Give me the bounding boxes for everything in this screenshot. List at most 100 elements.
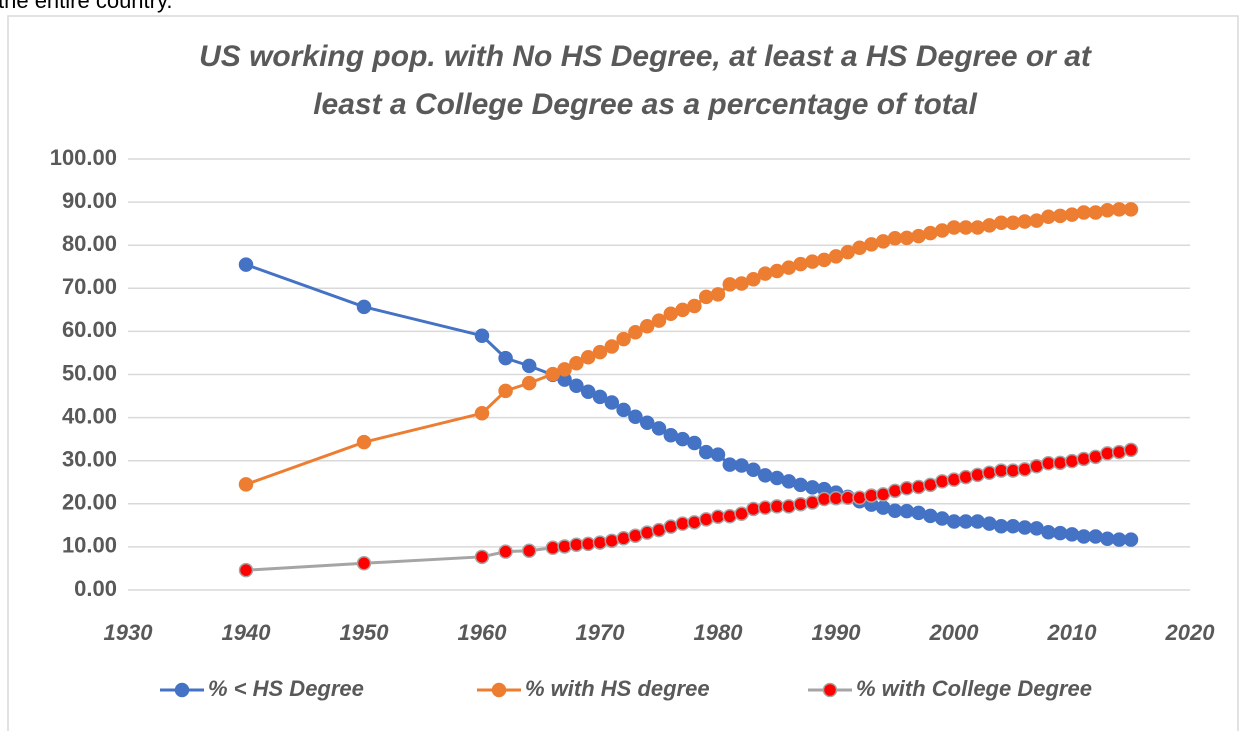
data-point [1088,205,1103,220]
data-point [1123,532,1139,547]
data-point [687,515,702,530]
y-tick-label: 50.00 [62,360,117,385]
legend-label: % < HS Degree [208,676,364,701]
legend-marker [822,682,838,698]
legend-marker [491,682,507,698]
data-point [356,299,372,315]
data-point [757,266,773,281]
data-point [864,488,879,503]
data-point [1052,208,1068,224]
data-point [628,409,643,424]
data-point [887,503,903,518]
data-point [911,479,926,495]
data-point [569,537,584,552]
data-point [958,469,974,485]
data-point [616,331,631,347]
data-point [651,522,667,538]
data-point [757,468,773,483]
data-point [687,298,702,314]
data-point [734,506,749,521]
data-point [970,514,985,529]
data-point [663,428,679,443]
data-point [569,378,584,393]
data-point [474,328,490,343]
data-point [899,503,915,519]
data-point [1111,444,1127,460]
data-point [899,230,915,246]
data-point [698,512,714,527]
data-point [628,528,643,543]
data-point [498,383,513,399]
data-point [1029,521,1044,536]
data-point [651,313,667,328]
y-tick-label: 90.00 [62,188,117,213]
data-point [604,533,620,549]
data-point [356,434,372,450]
data-point [474,406,490,421]
context-text: the entire country. [0,0,172,13]
data-point [946,472,962,487]
data-point [639,415,655,431]
x-tick-label: 1990 [812,620,862,645]
data-point [1076,451,1092,467]
data-point [864,237,879,252]
data-point [793,496,808,512]
data-point [1029,459,1044,474]
data-point [722,509,738,524]
data-point [545,540,561,556]
data-point [840,244,856,260]
data-point [875,234,891,249]
data-point [934,223,950,238]
data-point [887,483,903,499]
chart-title: US working pop. with No HS Degree, at le… [199,40,1093,73]
data-point [356,556,372,571]
y-tick-label: 30.00 [62,447,117,472]
x-tick-label: 1930 [104,620,154,645]
data-point [616,402,631,418]
data-point [734,276,749,291]
data-point [970,220,985,235]
data-point [521,375,537,391]
y-tick-label: 80.00 [62,231,117,256]
data-point [982,218,997,233]
data-point [710,509,726,524]
data-point [923,477,938,493]
data-point [852,240,867,256]
y-tick-label: 70.00 [62,274,117,299]
x-tick-label: 2020 [1165,620,1216,645]
chart-frame [7,15,1239,736]
data-point [746,501,761,517]
data-point [238,562,254,578]
data-point [923,508,938,524]
data-point [675,516,690,531]
y-tick-label: 10.00 [62,533,117,558]
data-point [769,263,785,279]
data-point [781,260,797,275]
data-point [1041,456,1056,471]
data-point [569,356,584,371]
data-point [923,225,938,241]
data-point [911,228,926,244]
data-point [675,302,690,318]
y-tick-label: 100.00 [50,145,117,170]
data-point [238,477,254,492]
data-point [1005,463,1021,478]
data-point [616,531,631,546]
data-point [769,470,785,486]
data-point [1029,213,1044,228]
data-point [805,480,820,495]
chart-title: least a College Degree as a percentage o… [313,88,977,121]
data-point [852,490,867,506]
data-point [521,358,537,374]
data-point [816,491,832,507]
data-point [521,543,537,559]
y-tick-label: 20.00 [62,490,117,515]
data-point [781,499,797,514]
x-tick-label: 1950 [340,620,390,645]
data-point [1064,527,1080,542]
data-point [1123,442,1139,458]
data-point [580,536,596,552]
data-point [1041,524,1056,540]
